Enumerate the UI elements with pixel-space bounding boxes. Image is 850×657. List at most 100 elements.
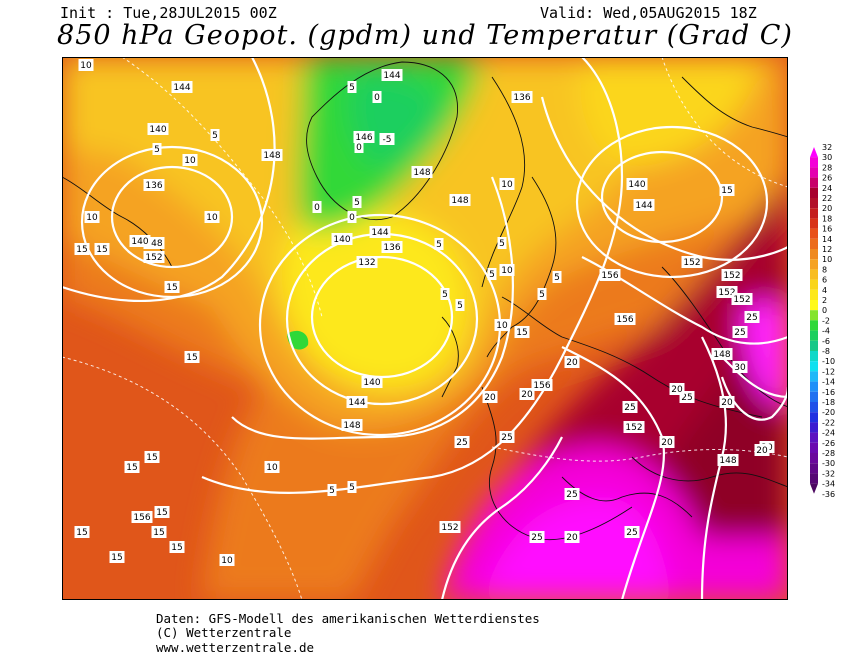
- contour-label-box: [499, 431, 515, 443]
- contour-label-box: [529, 531, 545, 543]
- contour-label-box: [94, 243, 110, 255]
- contour-label-box: [143, 251, 165, 263]
- contour-label: 152: [723, 271, 740, 281]
- weather-map: 144 140 136 148 146 144 140 136 132 140 144 148 136 1…: [62, 57, 788, 600]
- contour-label-box: [74, 526, 90, 538]
- contour-label-box: [331, 233, 353, 245]
- contour-label: 15: [146, 453, 157, 463]
- contour-label: 15: [721, 186, 732, 196]
- contour-label: 10: [80, 61, 92, 71]
- contour-label: 15: [171, 543, 182, 553]
- contour-label: 144: [173, 83, 190, 93]
- legend-swatch: [810, 218, 818, 229]
- legend-tick-label: -4: [822, 327, 830, 336]
- contour-label-box: [482, 391, 498, 403]
- contour-label-box: [669, 383, 685, 395]
- legend-tick-label: 30: [822, 153, 832, 162]
- legend-swatch: [810, 320, 818, 331]
- contour-label: 15: [516, 328, 527, 338]
- legend-swatch: [810, 259, 818, 270]
- legend-tick-label: 24: [822, 184, 832, 193]
- contour-label-box: [151, 526, 167, 538]
- contour-label-box: [264, 461, 280, 473]
- legend-swatch: [810, 483, 818, 494]
- legend-tick-label: 18: [822, 214, 832, 223]
- contour-label-box: [381, 241, 403, 253]
- contour-label-box: [361, 376, 383, 388]
- contour-label: 20: [484, 393, 496, 403]
- contour-label: 15: [186, 353, 197, 363]
- legend-swatch: [810, 310, 818, 321]
- init-time-label: Init : Tue,28JUL2015 00Z: [60, 4, 277, 22]
- contour-label: 5: [499, 239, 505, 249]
- legend-swatch: [810, 157, 818, 168]
- contour-label-box: [439, 521, 461, 533]
- contour-label: 10: [266, 463, 278, 473]
- contour-label-box: [719, 184, 735, 196]
- contour-label-box: [347, 481, 357, 493]
- website-credit: www.wetterzentrale.de: [156, 640, 315, 655]
- contour-label: 144: [348, 398, 365, 408]
- contour-label-box: [721, 269, 743, 281]
- contour-label: 144: [371, 228, 388, 238]
- contour-label-box: [354, 141, 364, 153]
- contour-label: 20: [756, 446, 768, 456]
- contour-label-box: [711, 348, 733, 360]
- legend-tick-label: 26: [822, 174, 832, 183]
- legend-tick-label: 22: [822, 194, 832, 203]
- legend-swatch: [810, 361, 818, 372]
- contour-label: 148: [263, 151, 280, 161]
- contour-label-box: [455, 299, 465, 311]
- contour-label: 136: [383, 243, 400, 253]
- contour-label-box: [372, 91, 382, 103]
- coastlines: [62, 61, 788, 541]
- contour-label: 20: [521, 390, 533, 400]
- contour-label-box: [564, 488, 580, 500]
- legend-tick-label: 14: [822, 235, 832, 244]
- contour-label-box: [564, 531, 580, 543]
- legend-tick-label: -6: [822, 337, 830, 346]
- legend-tick-label: -18: [822, 398, 835, 407]
- contour-label: 136: [513, 93, 530, 103]
- contour-label-box: [346, 396, 368, 408]
- contour-label: 5: [212, 131, 218, 141]
- legend-tick-label: -28: [822, 449, 835, 458]
- contour-label-box: [379, 133, 395, 145]
- contour-label-box: [552, 271, 562, 283]
- legend-swatch: [810, 391, 818, 402]
- contour-label-box: [381, 69, 403, 81]
- legend-swatch: [810, 198, 818, 209]
- contour-label-box: [754, 444, 770, 456]
- contour-label: 152: [625, 423, 642, 433]
- contour-label-box: [622, 401, 638, 413]
- contour-labels: 144 140 136 148 146 144 140 136 132 140 144 148 136 1…: [74, 59, 775, 566]
- contour-label-box: [717, 454, 739, 466]
- contour-label: 140: [333, 235, 350, 245]
- legend-tick-label: -26: [822, 439, 835, 448]
- contour-label: 15: [111, 553, 122, 563]
- contour-label-box: [449, 194, 471, 206]
- contour-label: 10: [501, 266, 513, 276]
- contour-label: 10: [184, 156, 196, 166]
- contour-label: -5: [383, 135, 392, 145]
- contour-label-box: [144, 451, 160, 463]
- contour-label: 10: [221, 556, 233, 566]
- contour-label: 25: [734, 328, 745, 338]
- contour-label-box: [147, 123, 169, 135]
- contour-label: 5: [539, 290, 545, 300]
- legend-tick-label: 20: [822, 204, 832, 213]
- contour-label-box: [204, 211, 220, 223]
- legend-swatch: [810, 330, 818, 341]
- contour-label: 20: [566, 358, 578, 368]
- legend-tick-label: -10: [822, 357, 835, 366]
- contour-label-box: [352, 196, 362, 208]
- contour-label-box: [487, 268, 497, 280]
- contour-label-box: [411, 166, 433, 178]
- contour-label-box: [74, 243, 90, 255]
- contour-label: 144: [635, 201, 652, 211]
- contour-label: 148: [719, 456, 736, 466]
- legend-swatch: [810, 167, 818, 178]
- contour-label-box: [497, 237, 507, 249]
- contour-label: 152: [733, 295, 750, 305]
- contour-label: 0: [314, 203, 320, 213]
